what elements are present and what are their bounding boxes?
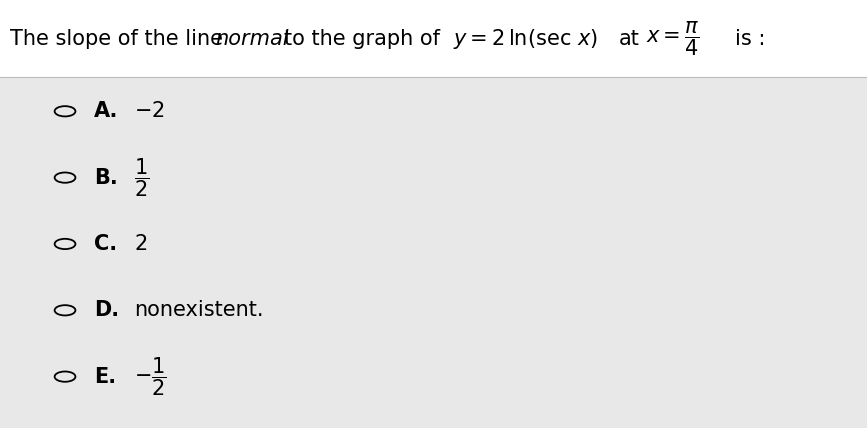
Text: C.: C. <box>94 234 117 254</box>
Text: A.: A. <box>94 101 118 121</box>
Text: to the graph of: to the graph of <box>284 29 447 48</box>
Text: $2$: $2$ <box>134 234 147 254</box>
Text: nonexistent.: nonexistent. <box>134 300 264 320</box>
Text: B.: B. <box>94 168 117 187</box>
Text: E.: E. <box>94 367 116 386</box>
Text: D.: D. <box>94 300 119 320</box>
FancyBboxPatch shape <box>0 0 867 77</box>
Text: $y = 2\,\ln(\sec\, x)$: $y = 2\,\ln(\sec\, x)$ <box>453 27 597 51</box>
Text: $-\dfrac{1}{2}$: $-\dfrac{1}{2}$ <box>134 355 167 398</box>
Text: The slope of the line: The slope of the line <box>10 29 230 48</box>
Text: normal: normal <box>215 29 289 48</box>
Text: $\dfrac{1}{2}$: $\dfrac{1}{2}$ <box>134 156 150 199</box>
Text: is :: is : <box>735 29 766 48</box>
Text: $-2$: $-2$ <box>134 101 165 121</box>
Text: $x = \dfrac{\pi}{4}$: $x = \dfrac{\pi}{4}$ <box>646 19 700 58</box>
Text: at: at <box>619 29 640 48</box>
